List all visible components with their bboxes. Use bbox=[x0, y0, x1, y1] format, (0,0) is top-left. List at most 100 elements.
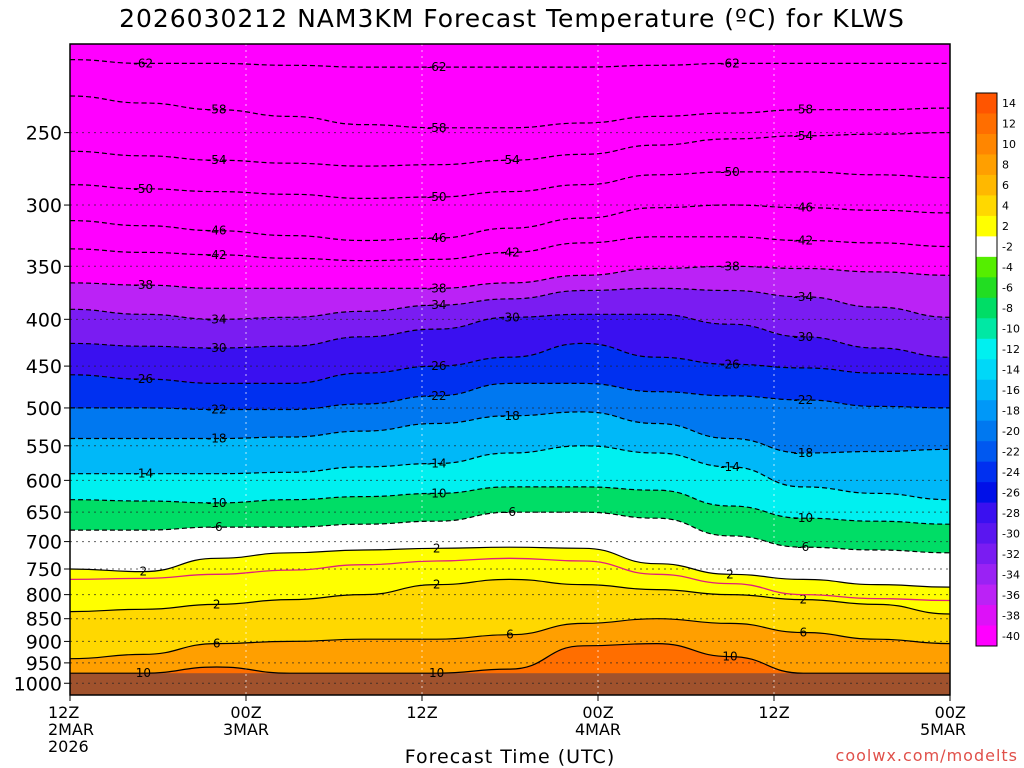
contour-label: -14 bbox=[720, 460, 740, 474]
colorbar-swatch bbox=[976, 523, 997, 545]
contour-label: -30 bbox=[794, 330, 814, 344]
contour-label: -42 bbox=[207, 248, 227, 262]
contour-label: 10 bbox=[722, 650, 737, 664]
y-tick-label: 900 bbox=[26, 631, 62, 653]
contour-line bbox=[70, 287, 950, 320]
contour-label: -14 bbox=[427, 456, 447, 470]
y-tick-label: 800 bbox=[26, 585, 62, 607]
colorbar-swatch bbox=[976, 482, 997, 504]
contour-line bbox=[70, 511, 950, 554]
colorbar-swatch bbox=[976, 133, 997, 155]
colorbar-swatch bbox=[976, 174, 997, 196]
contour-line bbox=[70, 59, 950, 68]
contour-line bbox=[70, 171, 950, 200]
colorbar-label: -14 bbox=[1002, 364, 1020, 377]
contour-label: -42 bbox=[500, 245, 520, 259]
colorbar-swatch bbox=[976, 256, 997, 278]
colorbar-swatch bbox=[976, 420, 997, 442]
contour-line bbox=[70, 132, 950, 167]
colorbar-swatch bbox=[976, 297, 997, 319]
contour-label: 6 bbox=[213, 637, 221, 651]
contour-label: 2 bbox=[433, 578, 441, 592]
colorbar-swatch bbox=[976, 359, 997, 381]
colorbar-label: -32 bbox=[1002, 548, 1020, 561]
colorbar-swatch bbox=[976, 195, 997, 217]
contour-label: 2 bbox=[800, 593, 808, 607]
x-tick-label: 00Z bbox=[935, 703, 966, 722]
contour-label: -26 bbox=[427, 359, 447, 373]
contour-line bbox=[70, 95, 950, 129]
colorbar-label: -28 bbox=[1002, 507, 1020, 520]
colorbar-swatch bbox=[976, 93, 997, 114]
contour-line bbox=[70, 313, 950, 358]
contour-label: 6 bbox=[506, 628, 514, 642]
contour-label: -30 bbox=[207, 341, 227, 355]
contour-label: -54 bbox=[207, 153, 227, 167]
contour-label: 2 bbox=[433, 541, 441, 555]
x-tick-label: 3MAR bbox=[223, 720, 269, 739]
colorbar-label: -30 bbox=[1002, 527, 1020, 540]
contour-label: -62 bbox=[720, 56, 740, 70]
contour-label: -6 bbox=[797, 540, 809, 554]
contour-line bbox=[70, 445, 950, 501]
contour-label: -58 bbox=[207, 103, 227, 117]
contour-label: -22 bbox=[207, 403, 227, 417]
colorbar-swatch bbox=[976, 441, 997, 463]
contour-line bbox=[70, 236, 950, 262]
contour-label: 10 bbox=[136, 666, 151, 680]
x-tick-label: 12Z bbox=[758, 703, 789, 722]
contour-label: -30 bbox=[500, 310, 520, 324]
x-tick-label: 00Z bbox=[582, 703, 613, 722]
y-tick-label: 950 bbox=[26, 653, 62, 675]
contour-label: -58 bbox=[427, 121, 447, 135]
x-tick-label: 00Z bbox=[230, 703, 261, 722]
contour-label: -46 bbox=[427, 231, 447, 245]
colorbar-label: -40 bbox=[1002, 630, 1020, 643]
colorbar-frame bbox=[975, 92, 998, 647]
colorbar-swatch bbox=[976, 338, 997, 360]
contour-label: -6 bbox=[211, 520, 223, 534]
colorbar-label: -6 bbox=[1002, 282, 1013, 295]
colorbar-swatch bbox=[976, 400, 997, 422]
contour-label: -10 bbox=[207, 496, 227, 510]
y-tick-label: 350 bbox=[26, 256, 62, 278]
chart-title: 2026030212 NAM3KM Forecast Temperature (… bbox=[119, 4, 905, 33]
colorbar-swatch bbox=[976, 584, 997, 606]
colorbar-swatch bbox=[976, 236, 997, 258]
site-credit: coolwx.com/modelts bbox=[835, 746, 1018, 765]
y-tick-label: 650 bbox=[26, 502, 62, 524]
y-tick-label: 400 bbox=[26, 309, 62, 331]
contour-label: -42 bbox=[794, 233, 814, 247]
colorbar-swatch bbox=[976, 215, 997, 237]
x-axis-title: Forecast Time (UTC) bbox=[404, 746, 616, 768]
contour-label: -26 bbox=[720, 357, 740, 371]
contour-line bbox=[70, 382, 950, 411]
contour-label: -50 bbox=[134, 182, 154, 196]
contour-line bbox=[70, 411, 950, 454]
contour-label: -38 bbox=[427, 281, 447, 295]
y-tick-label: 700 bbox=[26, 532, 62, 554]
contour-line bbox=[70, 546, 950, 588]
contour-label: -18 bbox=[500, 409, 520, 423]
contour-line bbox=[70, 578, 950, 615]
y-tick-label: 500 bbox=[26, 398, 62, 420]
colorbar-label: -34 bbox=[1002, 568, 1020, 581]
colorbar-label: -12 bbox=[1002, 343, 1020, 356]
colorbar-swatch bbox=[976, 502, 997, 524]
contour-label: -50 bbox=[427, 190, 447, 204]
contour-label: -38 bbox=[720, 259, 740, 273]
contour-label: -58 bbox=[794, 103, 814, 117]
contour-label: 2 bbox=[213, 597, 221, 611]
colorbar-swatch bbox=[976, 318, 997, 340]
x-tick-label: 4MAR bbox=[575, 720, 621, 739]
contour-label: -54 bbox=[500, 153, 520, 167]
colorbar-swatch bbox=[976, 625, 997, 647]
contour-label: 2 bbox=[140, 565, 148, 579]
x-tick-label: 12Z bbox=[406, 703, 437, 722]
y-tick-label: 550 bbox=[26, 436, 62, 458]
contour-label: -18 bbox=[207, 432, 227, 446]
colorbar-swatch bbox=[976, 154, 997, 176]
contour-line bbox=[70, 265, 950, 289]
contour-label: -26 bbox=[134, 372, 154, 386]
